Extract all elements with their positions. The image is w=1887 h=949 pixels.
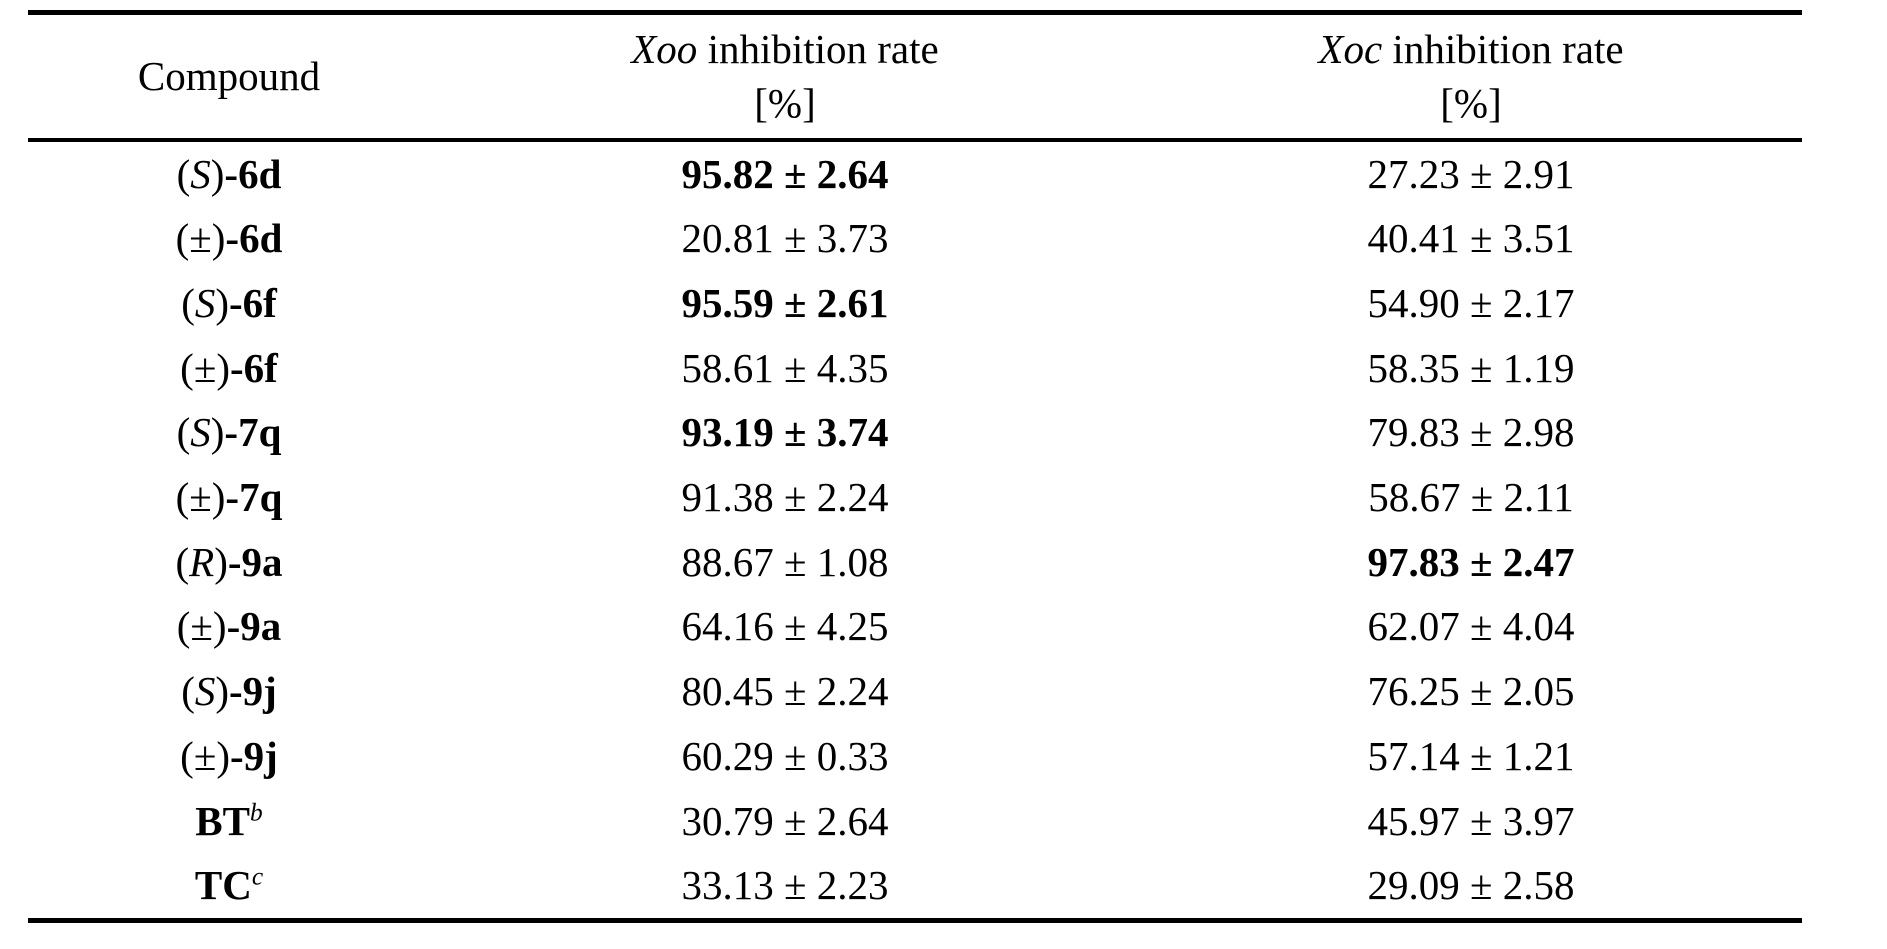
compound-code: -9j — [229, 668, 277, 715]
stereo-descriptor: S — [194, 279, 216, 326]
stereo-descriptor: ± — [193, 732, 217, 779]
compound-cell: (S)-9j — [181, 668, 277, 715]
compound-cell: TCc — [28, 853, 430, 920]
stereo-descriptor: S — [190, 150, 211, 197]
compound-cell: (±)-7q — [175, 474, 283, 521]
compound-cell: (S)-6d — [176, 150, 282, 197]
xoc-value-cell: 45.97 ± 3.97 — [1367, 797, 1575, 844]
header-compound-label: Compound — [137, 53, 321, 100]
header-xoo-title: Xoo inhibition rate — [430, 22, 1140, 76]
header-xoc: Xoc inhibition rate [%] — [1140, 13, 1802, 140]
xoo-value-cell: 20.81 ± 3.73 — [681, 215, 889, 262]
xoc-value-cell: 97.83 ± 2.47 — [1367, 538, 1575, 585]
xoo-value-cell: 60.29 ± 0.33 — [681, 732, 889, 779]
xoc-value-cell: 57.14 ± 1.21 — [1367, 732, 1575, 779]
compound-code: -9j — [230, 732, 278, 779]
stereo-descriptor: ± — [189, 215, 212, 262]
table-body: (S)-6d 95.82 ± 2.64 27.23 ± 2.91 (±)-6d 20.8… — [28, 140, 1802, 921]
table-row: (R)-9a 88.67 ± 1.08 97.83 ± 2.47 — [28, 530, 1802, 595]
compound-cell: BTb — [28, 789, 430, 854]
table-row: (±)-9a 64.16 ± 4.25 62.07 ± 4.04 — [28, 594, 1802, 659]
header-xoc-unit: [%] — [1440, 80, 1502, 127]
table-header: Compound Xoo inhibition rate [%] Xoc inh… — [28, 13, 1802, 140]
compound-code: -7q — [224, 409, 282, 456]
compound-code: -9a — [227, 538, 283, 585]
header-compound: Compound — [28, 13, 430, 140]
stereo-descriptor: ± — [193, 344, 217, 391]
header-xoo: Xoo inhibition rate [%] — [430, 13, 1140, 140]
footnote-marker: b — [250, 797, 263, 826]
compound-code: -6f — [229, 279, 277, 326]
xoc-rest: inhibition rate — [1392, 26, 1624, 73]
xoc-value-cell: 58.35 ± 1.19 — [1367, 344, 1575, 391]
xoo-rest: inhibition rate — [707, 26, 939, 73]
compound-code: -6d — [224, 150, 282, 197]
xoo-value-cell: 80.45 ± 2.24 — [681, 668, 889, 715]
xoc-value-cell: 79.83 ± 2.98 — [1367, 409, 1575, 456]
xoc-value-cell: 58.67 ± 2.11 — [1368, 474, 1574, 521]
table-row: (±)-6d 20.81 ± 3.73 40.41 ± 3.51 — [28, 206, 1802, 271]
compound-code: -6f — [230, 344, 278, 391]
xoc-value-cell: 29.09 ± 2.58 — [1367, 862, 1575, 909]
compound-cell: (S)-6f — [181, 279, 277, 326]
compound-cell: (R)-9a — [175, 538, 283, 585]
xoo-value-cell: 58.61 ± 4.35 — [681, 344, 889, 391]
compound-code: -9a — [226, 603, 282, 650]
table-row: TCc 33.13 ± 2.23 29.09 ± 2.58 — [28, 853, 1802, 920]
xoc-value-cell: 62.07 ± 4.04 — [1367, 603, 1575, 650]
table-row: BTb 30.79 ± 2.64 45.97 ± 3.97 — [28, 789, 1802, 854]
compound-cell: (S)-7q — [176, 409, 282, 456]
stereo-descriptor: S — [190, 409, 211, 456]
xoo-value-cell: 64.16 ± 4.25 — [681, 603, 889, 650]
inhibition-rate-table: Compound Xoo inhibition rate [%] Xoc inh… — [28, 10, 1802, 923]
xoo-value-cell: 30.79 ± 2.64 — [681, 797, 889, 844]
compound-cell: (±)-9a — [176, 603, 282, 650]
table-row: (±)-9j 60.29 ± 0.33 57.14 ± 1.21 — [28, 724, 1802, 789]
header-row: Compound Xoo inhibition rate [%] Xoc inh… — [28, 13, 1802, 140]
stereo-descriptor: S — [194, 668, 216, 715]
xoc-value-cell: 27.23 ± 2.91 — [1367, 150, 1575, 197]
compound-code: -6d — [225, 215, 283, 262]
compound-code: BT — [195, 797, 250, 844]
compound-code: -7q — [225, 474, 283, 521]
xoo-value-cell: 33.13 ± 2.23 — [681, 862, 889, 909]
compound-cell: (±)-9j — [180, 732, 278, 779]
xoo-value-cell: 95.59 ± 2.61 — [681, 279, 889, 326]
table-row: (±)-7q 91.38 ± 2.24 58.67 ± 2.11 — [28, 465, 1802, 530]
stereo-descriptor: ± — [189, 474, 212, 521]
xoo-value-cell: 88.67 ± 1.08 — [681, 538, 889, 585]
xoo-value-cell: 95.82 ± 2.64 — [681, 150, 889, 197]
xoc-value-cell: 54.90 ± 2.17 — [1367, 279, 1575, 326]
xoo-value-cell: 91.38 ± 2.24 — [681, 474, 889, 521]
table-row: (S)-6d 95.82 ± 2.64 27.23 ± 2.91 — [28, 140, 1802, 207]
xoo-abbrev: Xoo — [631, 26, 698, 73]
compound-cell: (±)-6f — [180, 344, 278, 391]
stereo-descriptor: R — [189, 538, 215, 585]
table-row: (S)-9j 80.45 ± 2.24 76.25 ± 2.05 — [28, 659, 1802, 724]
footnote-marker: c — [251, 862, 264, 891]
table-row: (±)-6f 58.61 ± 4.35 58.35 ± 1.19 — [28, 336, 1802, 401]
header-xoc-title: Xoc inhibition rate — [1140, 22, 1802, 76]
xoc-value-cell: 40.41 ± 3.51 — [1367, 215, 1575, 262]
header-xoo-unit: [%] — [754, 80, 816, 127]
xoo-value-cell: 93.19 ± 3.74 — [681, 409, 889, 456]
xoc-value-cell: 76.25 ± 2.05 — [1367, 668, 1575, 715]
compound-cell: (±)-6d — [175, 215, 283, 262]
compound-code: TC — [194, 862, 252, 909]
table-row: (S)-7q 93.19 ± 3.74 79.83 ± 2.98 — [28, 400, 1802, 465]
table-row: (S)-6f 95.59 ± 2.61 54.90 ± 2.17 — [28, 271, 1802, 336]
stereo-descriptor: ± — [190, 603, 213, 650]
xoc-abbrev: Xoc — [1318, 26, 1383, 73]
